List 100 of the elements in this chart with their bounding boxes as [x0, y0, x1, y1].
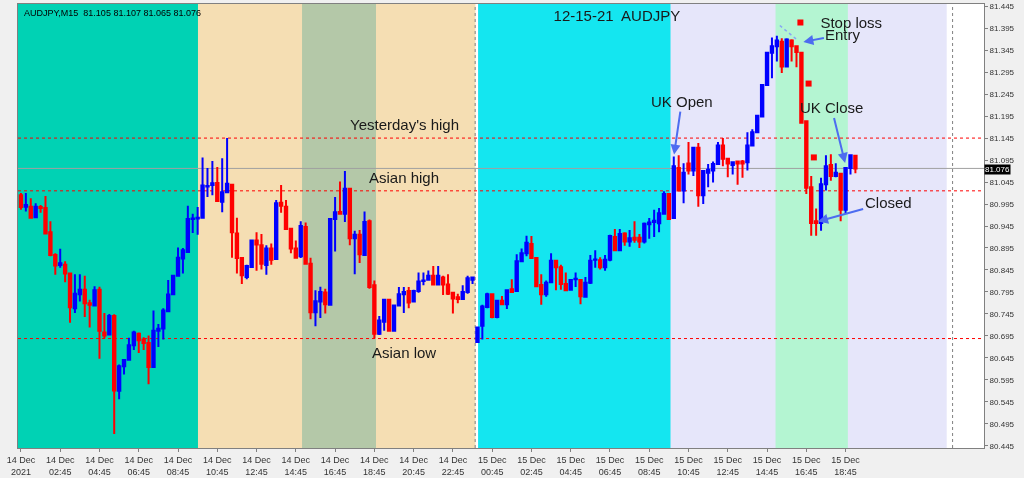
candlestick	[504, 288, 510, 311]
candlestick	[58, 247, 63, 269]
x-tick-label: 14 Dec 12:45	[242, 454, 272, 477]
candlestick	[347, 187, 353, 247]
x-tick-label: 14 Dec 14:45	[281, 454, 311, 477]
ref-line-label: Asian high	[369, 169, 440, 186]
candlestick	[273, 199, 279, 261]
candlestick	[72, 273, 78, 315]
candlestick	[401, 286, 407, 315]
candlestick	[617, 228, 622, 252]
candlestick	[33, 202, 38, 219]
annotation: 81.076	[985, 165, 1011, 174]
y-tick-label: 80.645	[989, 353, 1015, 363]
candlestick	[92, 285, 97, 308]
candlestick	[298, 220, 303, 260]
candlestick	[622, 231, 627, 247]
y-tick-label: 80.745	[989, 309, 1015, 319]
x-tick-label: 14 Dec 16:45	[320, 454, 350, 477]
x-tick-label: 14 Dec 02:45	[45, 454, 75, 477]
y-tick-label: 80.545	[989, 397, 1015, 407]
annotation: Closed	[865, 194, 912, 211]
candlestick	[553, 258, 559, 292]
y-tick-label: 80.795	[989, 287, 1015, 297]
x-tick-label: 15 Dec 16:45	[792, 454, 822, 477]
y-tick-label: 81.245	[989, 89, 1015, 99]
candlestick	[386, 298, 392, 333]
y-tick-label: 80.595	[989, 375, 1015, 385]
x-tick-label: 14 Dec 20:45	[399, 454, 429, 477]
candlestick	[784, 37, 789, 69]
x-tick-label: 14 Dec 18:45	[360, 454, 390, 477]
candlestick	[671, 155, 676, 220]
candlestick	[215, 166, 220, 203]
x-tick-label: 15 Dec 18:45	[831, 454, 861, 477]
ref-line-label: Yesterday's high	[350, 116, 460, 133]
candlestick	[696, 141, 701, 208]
x-tick-label: 15 Dec 12:45	[713, 454, 743, 477]
candlestick	[627, 228, 632, 248]
candlestick	[642, 221, 647, 245]
candlestick	[509, 278, 514, 293]
candlestick	[440, 274, 446, 297]
candlestick	[691, 146, 696, 177]
candlestick	[686, 141, 691, 176]
candlestick	[597, 256, 603, 271]
candlestick	[352, 229, 357, 276]
y-tick-label: 80.945	[989, 221, 1015, 231]
candlestick	[23, 192, 29, 213]
candlestick	[573, 271, 578, 289]
candlestick	[18, 192, 24, 211]
x-tick-label: 15 Dec 04:45	[556, 454, 586, 477]
candlestick	[651, 208, 657, 238]
x-tick-label: 15 Dec 06:45	[595, 454, 625, 477]
y-tick-label: 81.295	[989, 67, 1015, 77]
x-tick-label: 15 Dec 00:45	[477, 454, 507, 477]
y-tick-label: 80.445	[989, 441, 1015, 451]
y-tick-label: 81.345	[989, 45, 1015, 55]
y-tick-label: 81.045	[989, 177, 1015, 187]
candlestick	[435, 265, 441, 287]
y-tick-label: 81.145	[989, 133, 1015, 143]
y-tick-label: 81.395	[989, 23, 1015, 33]
candlestick	[362, 210, 367, 257]
candlestick	[323, 287, 328, 315]
candlestick	[833, 162, 838, 179]
x-tick-label: 14 Dec 08:45	[163, 454, 193, 477]
candlestick	[666, 192, 672, 220]
y-tick-label: 80.995	[989, 199, 1015, 209]
candlestick	[357, 228, 362, 264]
candlestick	[28, 197, 33, 219]
candlestick	[681, 162, 686, 205]
candlestick	[381, 298, 387, 332]
x-tick-label: 14 Dec 10:45	[203, 454, 233, 477]
y-tick-label: 81.195	[989, 111, 1015, 121]
candlestick	[431, 265, 436, 287]
y-tick-label: 80.895	[989, 243, 1015, 253]
x-tick-label: 14 Dec 04:45	[85, 454, 115, 477]
candlestick	[578, 278, 583, 306]
y-tick-label: 81.445	[989, 2, 1015, 11]
x-tick-label: 15 Dec 08:45	[634, 454, 664, 477]
x-tick-label: 15 Dec 10:45	[674, 454, 704, 477]
y-tick-label: 80.495	[989, 419, 1015, 429]
candlestick	[853, 153, 858, 175]
candlestick	[499, 294, 505, 306]
candlestick	[264, 244, 269, 276]
candlestick	[558, 263, 564, 291]
candlestick	[489, 292, 495, 320]
candlestick	[107, 312, 112, 337]
candlestick	[116, 363, 122, 401]
candlestick	[342, 170, 348, 224]
y-tick-label: 80.695	[989, 331, 1015, 341]
candlestick	[612, 228, 618, 253]
x-tick-label: 15 Dec 14:45	[752, 454, 782, 477]
y-tick-label: 81.095	[989, 155, 1015, 165]
candlestick	[406, 286, 411, 310]
x-tick-label: 14 Dec 22:45	[438, 454, 468, 477]
candlestick	[828, 153, 834, 182]
ref-line-label: Asian low	[372, 344, 437, 361]
x-tick-label: 14 Dec 06:45	[124, 454, 154, 477]
x-tick-label: 14 Dec 2021	[6, 454, 36, 477]
candlestick	[730, 160, 735, 176]
candlestick	[269, 242, 274, 266]
y-tick-label: 80.845	[989, 265, 1015, 275]
